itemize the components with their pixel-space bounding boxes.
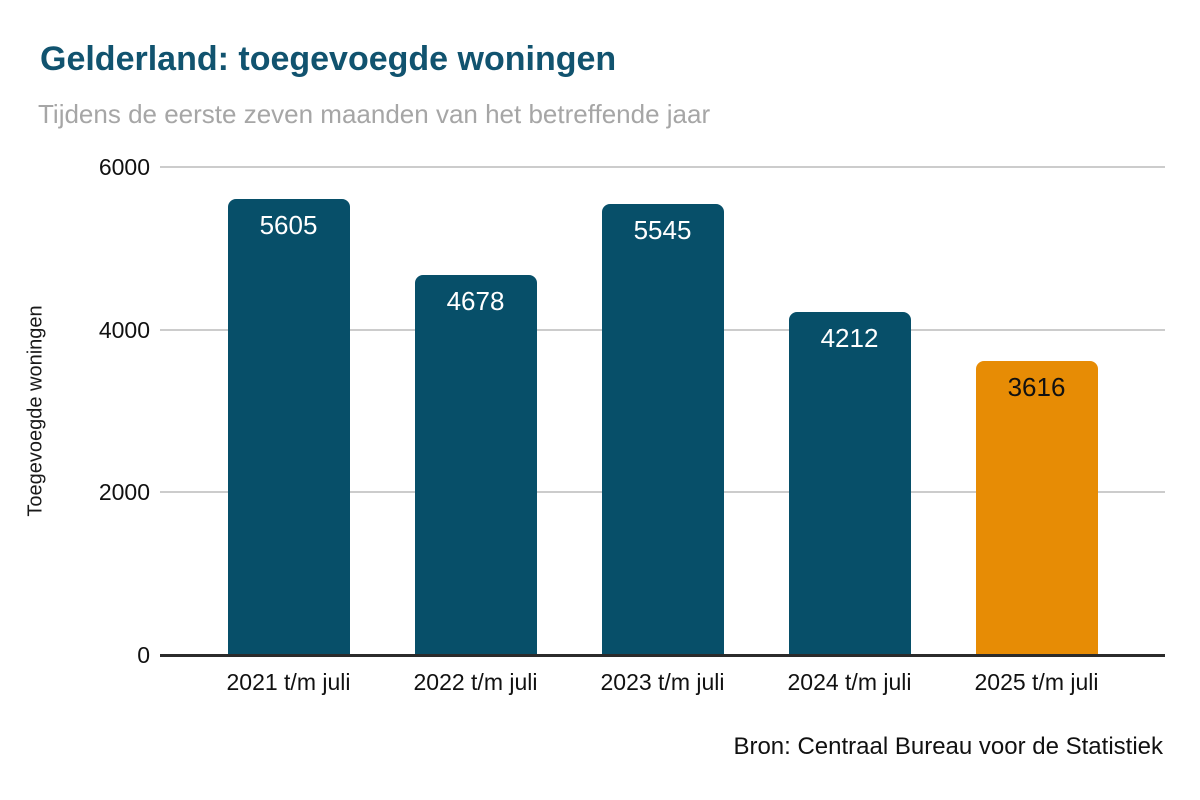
source-note: Bron: Centraal Bureau voor de Statistiek [733,733,1163,760]
x-tick-label: 2022 t/m juli [413,669,538,695]
x-tick-label: 2021 t/m juli [226,669,351,695]
bar-value-label: 4212 [820,323,879,354]
bar-value-label: 4678 [446,285,505,316]
chart-subtitle: Tijdens de eerste zeven maanden van het … [38,99,711,129]
y-tick-label: 6000 [98,154,150,180]
x-tick-label: 2023 t/m juli [600,669,725,695]
bar-2024: 4212 [788,312,911,655]
bar-value-label: 5545 [633,215,692,245]
gridline [160,166,1165,168]
x-tick-label: 2024 t/m juli [787,669,912,695]
y-tick-label: 4000 [98,316,150,343]
y-tick-label: 2000 [98,479,150,506]
x-axis-line [160,654,1165,657]
y-tick-label: 0 [137,642,150,668]
page-title: Gelderland: toegevoegde woningen [40,40,617,78]
bar-value-label: 3616 [1007,371,1066,402]
bar-value-label: 5605 [259,210,318,241]
x-tick-label: 2025 t/m juli [974,669,1099,695]
bar-2021: 5605 [227,199,350,655]
bar-2022: 4678 [414,274,537,655]
bar-2025: 3616 [975,360,1098,655]
bar-2023: 5545 [601,204,724,655]
